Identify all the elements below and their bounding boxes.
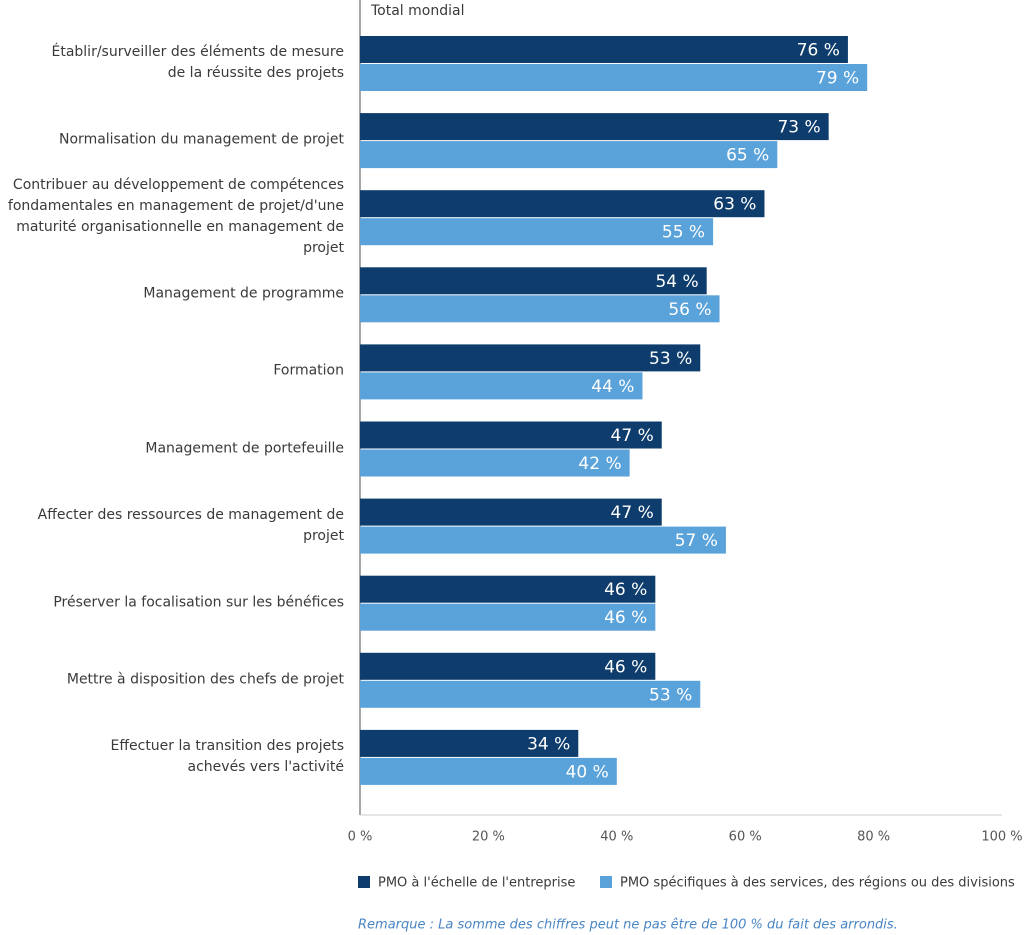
value-label: 42 % bbox=[578, 454, 621, 474]
x-tick-label: 40 % bbox=[600, 830, 633, 845]
bar bbox=[360, 729, 579, 757]
value-label: 79 % bbox=[816, 69, 859, 89]
bar bbox=[360, 757, 617, 785]
category-label: Préserver la focalisation sur les bénéfi… bbox=[53, 594, 344, 611]
note: Remarque : La somme des chiffres peut ne… bbox=[358, 918, 898, 933]
category-label: Établir/surveiller des éléments de mesur… bbox=[51, 44, 344, 81]
category-label: Mettre à disposition des chefs de projet bbox=[66, 671, 344, 688]
bar bbox=[360, 218, 714, 246]
bar bbox=[360, 64, 868, 91]
bar bbox=[360, 141, 778, 169]
bar bbox=[360, 575, 656, 603]
value-label: 63 % bbox=[713, 195, 756, 215]
bar bbox=[360, 421, 662, 449]
bar bbox=[360, 498, 662, 526]
bar bbox=[360, 680, 701, 708]
value-label: 76 % bbox=[797, 41, 840, 61]
value-label: 47 % bbox=[611, 426, 654, 446]
bar bbox=[360, 372, 643, 400]
legend-label: PMO à l'échelle de l'entreprise bbox=[378, 876, 575, 891]
category-label: Effectuer la transition des projets ache… bbox=[110, 737, 344, 775]
x-tick-label: 100 % bbox=[981, 830, 1022, 845]
value-label: 47 % bbox=[611, 503, 654, 523]
bar bbox=[360, 267, 707, 295]
value-label: 46 % bbox=[604, 580, 647, 600]
value-label: 40 % bbox=[566, 762, 609, 782]
x-tick-label: 80 % bbox=[857, 830, 890, 845]
x-tick-label: 20 % bbox=[472, 830, 505, 845]
value-label: 65 % bbox=[726, 146, 769, 166]
category-label: Affecter des ressources de management de… bbox=[37, 506, 344, 544]
x-tick-label: 60 % bbox=[729, 830, 762, 845]
bar bbox=[360, 295, 720, 323]
legend-label: PMO spécifiques à des services, des régi… bbox=[620, 876, 1015, 891]
bar bbox=[360, 344, 701, 372]
bar bbox=[360, 190, 765, 218]
value-label: 55 % bbox=[662, 223, 705, 243]
chart-title: Total mondial bbox=[370, 3, 464, 19]
value-label: 54 % bbox=[655, 272, 698, 292]
value-label: 53 % bbox=[649, 685, 692, 705]
value-label: 57 % bbox=[675, 531, 718, 551]
bar bbox=[360, 526, 726, 554]
category-label: Formation bbox=[273, 362, 344, 379]
category-label: Contribuer au développement de compétenc… bbox=[7, 177, 344, 257]
value-label: 73 % bbox=[777, 118, 820, 138]
legend-swatch bbox=[358, 876, 370, 888]
category-label: Management de portefeuille bbox=[145, 440, 344, 456]
value-label: 53 % bbox=[649, 349, 692, 369]
bar bbox=[360, 449, 630, 477]
value-label: 46 % bbox=[604, 657, 647, 677]
value-label: 46 % bbox=[604, 608, 647, 628]
bar bbox=[360, 603, 656, 631]
value-label: 44 % bbox=[591, 377, 634, 397]
value-label: 56 % bbox=[668, 300, 711, 320]
value-label: 34 % bbox=[527, 734, 570, 754]
category-label: Normalisation du management de projet bbox=[59, 131, 344, 148]
category-label: Management de programme bbox=[143, 285, 344, 302]
bar bbox=[360, 36, 848, 63]
bar bbox=[360, 652, 656, 680]
x-tick-label: 0 % bbox=[348, 830, 373, 845]
legend-swatch bbox=[600, 876, 612, 888]
bar bbox=[360, 113, 829, 141]
